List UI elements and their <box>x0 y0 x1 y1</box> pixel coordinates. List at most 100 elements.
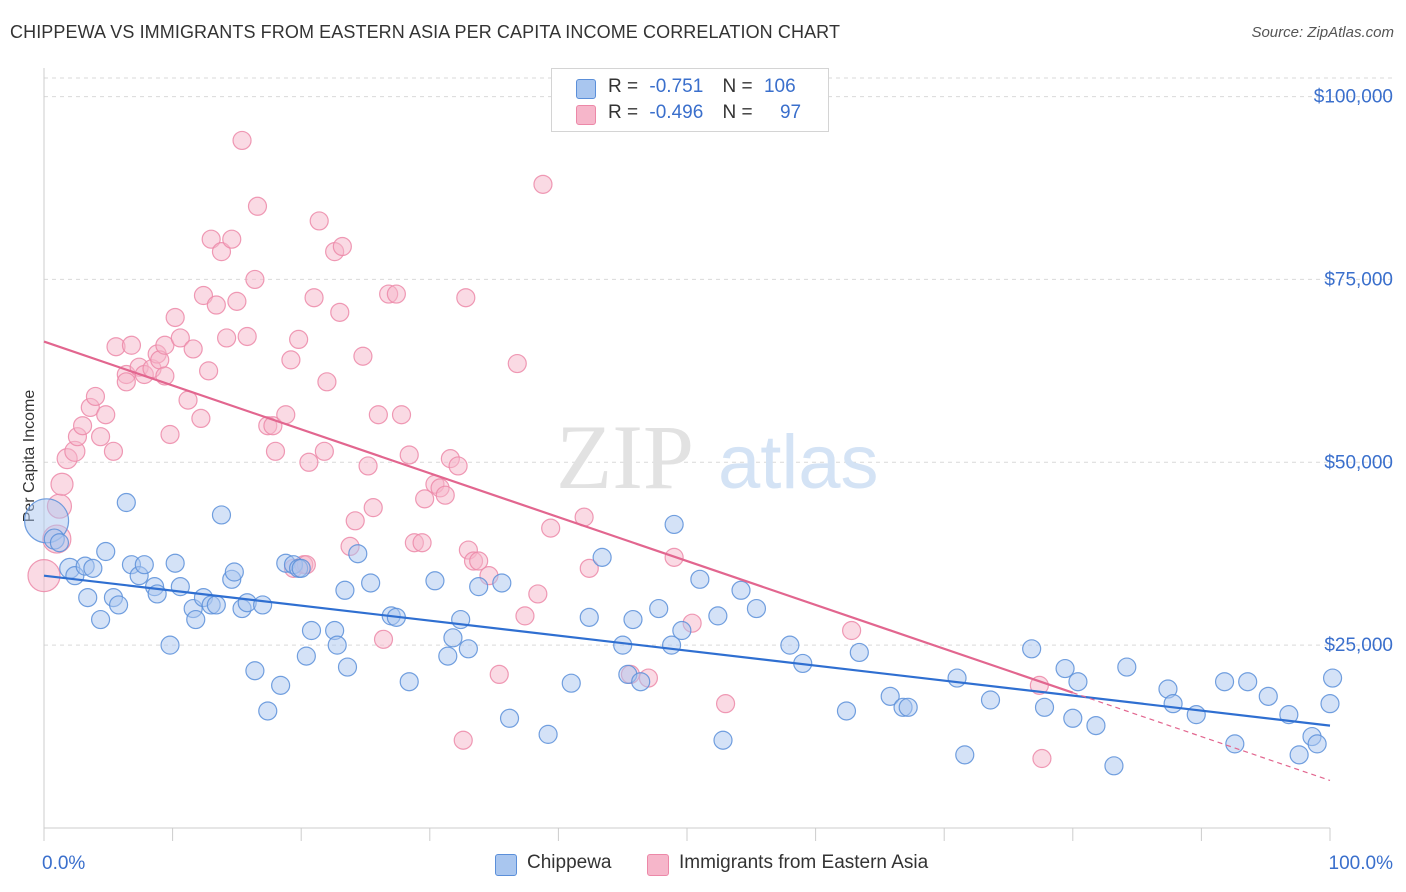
chippewa-point <box>425 571 445 591</box>
eastern-asia-point <box>453 730 473 750</box>
chippewa-point <box>836 701 857 721</box>
eastern-asia-point <box>85 386 106 407</box>
eastern-asia-swatch <box>576 105 596 125</box>
chippewa-point <box>1322 668 1343 688</box>
r-label: R = <box>608 102 639 123</box>
eastern-asia-point <box>90 427 111 447</box>
chippewa-point <box>335 580 355 600</box>
eastern-asia-point <box>345 511 365 531</box>
chippewa-point <box>947 668 967 688</box>
tick-labels: $25,000 $50,000 $75,000 $100,000 0.0% 100.0% <box>42 87 1393 874</box>
eastern-asia-point <box>399 445 419 465</box>
eastern-asia-point <box>289 329 309 350</box>
eastern-asia-point <box>121 335 142 355</box>
eastern-asia-point <box>199 361 219 381</box>
chippewa-point <box>361 573 381 593</box>
eastern-asia-point <box>103 441 124 461</box>
chippewa-point <box>746 598 767 619</box>
watermark: ZIP atlas <box>556 406 879 508</box>
chippewa-point <box>301 620 322 641</box>
chippewa-point <box>898 697 918 717</box>
chippewa-point <box>78 587 98 608</box>
chippewa-point <box>1055 658 1075 679</box>
chippewa-point <box>291 558 311 578</box>
eastern-asia-point <box>469 551 489 571</box>
eastern-asia-point <box>193 285 214 306</box>
y-tick-label: $75,000 <box>1324 269 1393 290</box>
eastern-asia-point <box>579 558 599 578</box>
chippewa-point <box>849 642 869 663</box>
eastern-asia-point <box>217 328 237 348</box>
r-label: R = <box>608 76 639 97</box>
eastern-asia-point <box>368 405 388 425</box>
chippewa-point <box>134 555 154 575</box>
chippewa-point <box>1225 734 1245 754</box>
chippewa-point <box>116 492 136 513</box>
chippewa-point <box>245 661 265 681</box>
watermark-atlas: atlas <box>718 420 879 505</box>
y-tick-label: $50,000 <box>1324 452 1393 473</box>
chippewa-point <box>1117 657 1137 677</box>
eastern-asia-trend-line <box>43 340 1074 694</box>
chippewa-point <box>1258 686 1278 706</box>
r-value: -0.496 <box>649 102 704 123</box>
chippewa-point <box>96 541 116 562</box>
chippewa-point <box>458 639 478 659</box>
eastern-asia-point <box>415 489 435 509</box>
eastern-asia-point <box>96 405 116 425</box>
eastern-asia-point <box>386 284 406 304</box>
chippewa-point <box>955 745 975 765</box>
eastern-asia-point <box>160 424 180 445</box>
eastern-asia-point <box>201 229 221 249</box>
n-label: N = <box>722 102 753 123</box>
legend-label: Chippewa <box>527 852 612 873</box>
chippewa-point <box>206 595 226 615</box>
eastern-asia-point <box>222 229 242 249</box>
chippewa-point <box>1104 756 1124 776</box>
watermark-zip: ZIP <box>556 406 694 508</box>
eastern-asia-point <box>245 269 265 290</box>
chippewa-point <box>271 675 291 695</box>
chippewa-point <box>731 580 751 600</box>
chippewa-swatch <box>576 79 596 99</box>
chippewa-point <box>1068 672 1088 692</box>
eastern-asia-point <box>373 629 394 649</box>
chippewa-point <box>561 673 581 693</box>
chippewa-point <box>492 573 512 593</box>
eastern-asia-point <box>170 328 190 348</box>
eastern-asia-point <box>507 353 527 374</box>
source-credit: Source: ZipAtlas.com <box>1251 24 1394 41</box>
chippewa-point <box>49 533 70 553</box>
legend-label: Immigrants from Eastern Asia <box>679 852 929 873</box>
chippewa-point <box>83 558 103 578</box>
chippewa-point <box>348 544 368 564</box>
chippewa-point <box>1034 697 1055 717</box>
chippewa-point <box>224 562 244 582</box>
eastern-asia-point <box>232 130 252 151</box>
chippewa-point <box>90 609 111 630</box>
chippewa-point <box>579 607 599 627</box>
chippewa-point <box>165 553 185 573</box>
chippewa-point <box>1238 672 1258 692</box>
chippewa-point <box>258 701 278 721</box>
chippewa-point <box>443 628 463 648</box>
eastern-asia-point <box>515 606 535 626</box>
trend-lines <box>43 340 1331 782</box>
chippewa-point <box>253 595 273 615</box>
chippewa-point <box>1163 694 1183 714</box>
chippewa-point <box>1063 708 1083 728</box>
chippewa-point <box>160 635 180 655</box>
eastern-asia-point <box>456 288 476 308</box>
eastern-asia-point <box>165 307 185 328</box>
eastern-asia-point <box>448 456 468 476</box>
y-tick-label: $25,000 <box>1324 635 1393 656</box>
chippewa-trend-line <box>43 574 1331 727</box>
eastern-asia-point <box>72 416 93 436</box>
eastern-asia-point <box>1032 748 1052 769</box>
n-value: 106 <box>763 76 796 97</box>
eastern-asia-point <box>227 291 247 311</box>
chippewa-point <box>708 606 728 626</box>
eastern-asia-point <box>309 211 329 231</box>
chippewa-point <box>880 686 900 706</box>
